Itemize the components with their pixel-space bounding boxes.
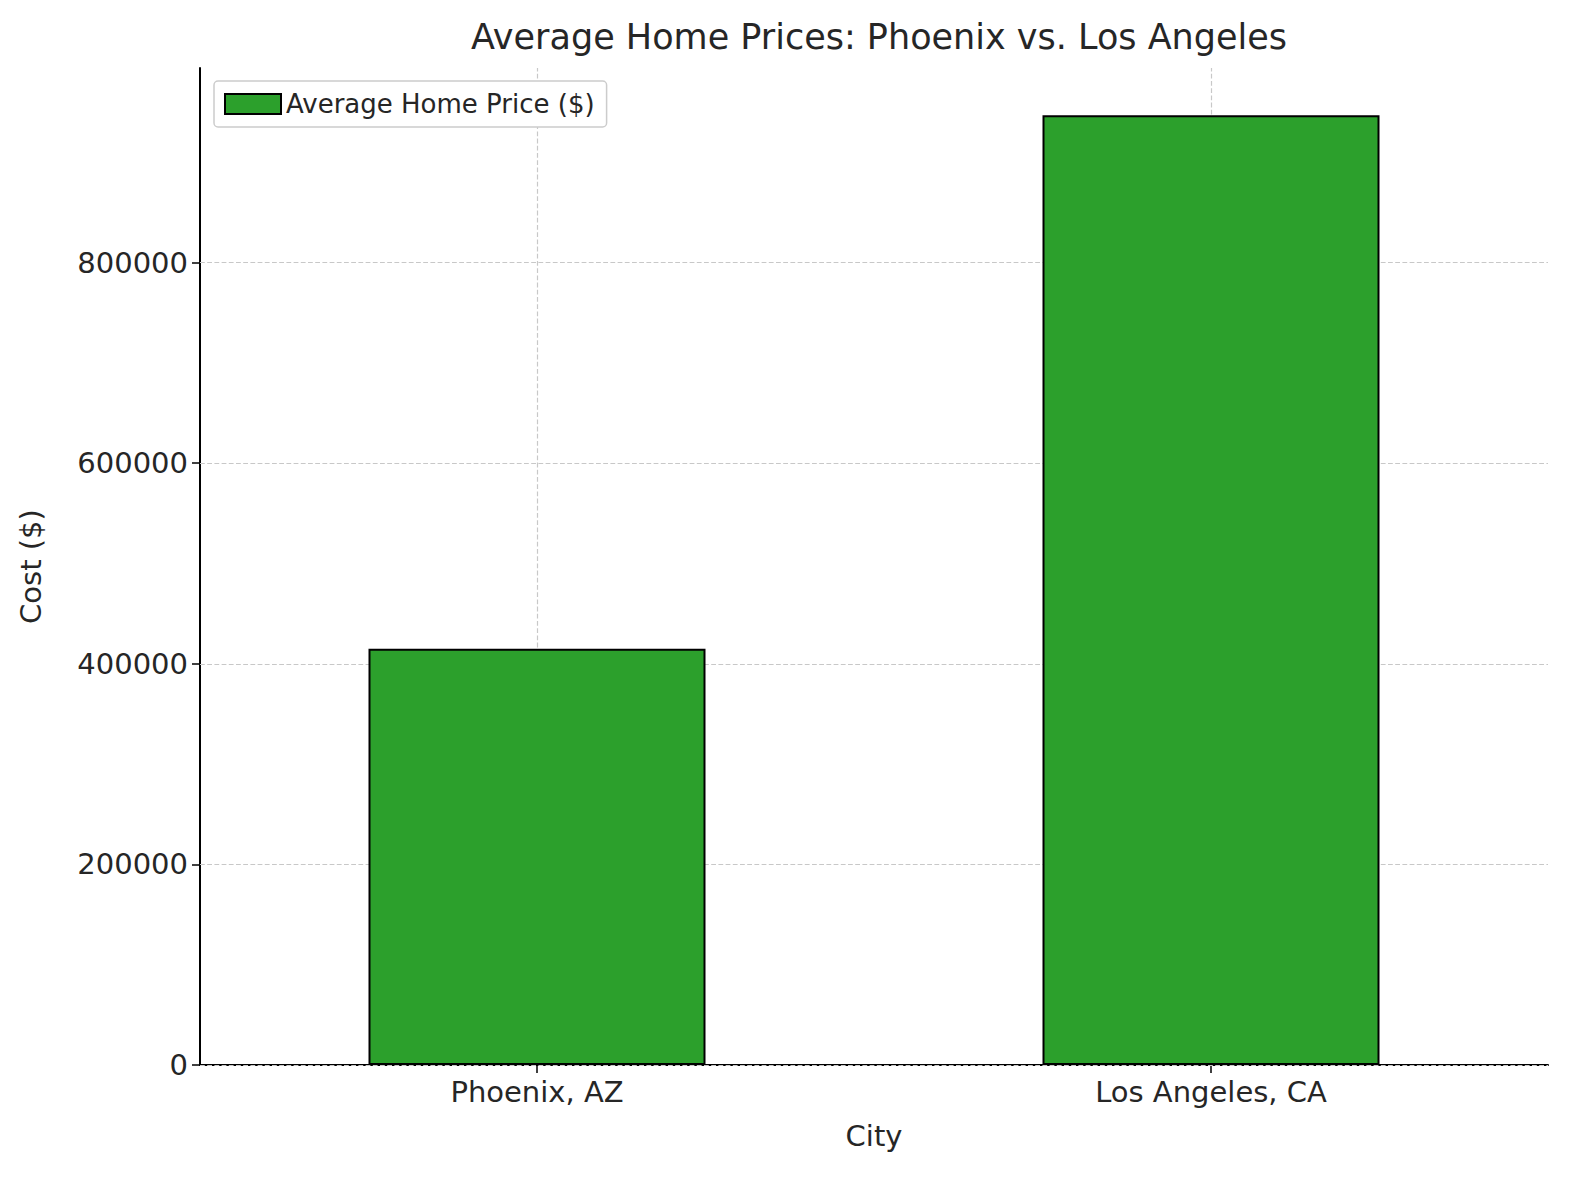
svg-text:Phoenix, AZ: Phoenix, AZ (450, 1075, 623, 1109)
svg-text:600000: 600000 (77, 446, 188, 480)
svg-text:200000: 200000 (77, 847, 188, 881)
svg-text:Los Angeles, CA: Los Angeles, CA (1095, 1075, 1327, 1109)
svg-text:Cost ($): Cost ($) (14, 509, 48, 624)
svg-text:Average Home Prices: Phoenix v: Average Home Prices: Phoenix vs. Los Ang… (471, 17, 1287, 57)
svg-text:400000: 400000 (77, 647, 188, 681)
svg-text:800000: 800000 (77, 246, 188, 280)
svg-text:Average Home Price ($): Average Home Price ($) (286, 89, 595, 119)
svg-text:0: 0 (170, 1048, 188, 1082)
svg-text:City: City (846, 1119, 903, 1153)
